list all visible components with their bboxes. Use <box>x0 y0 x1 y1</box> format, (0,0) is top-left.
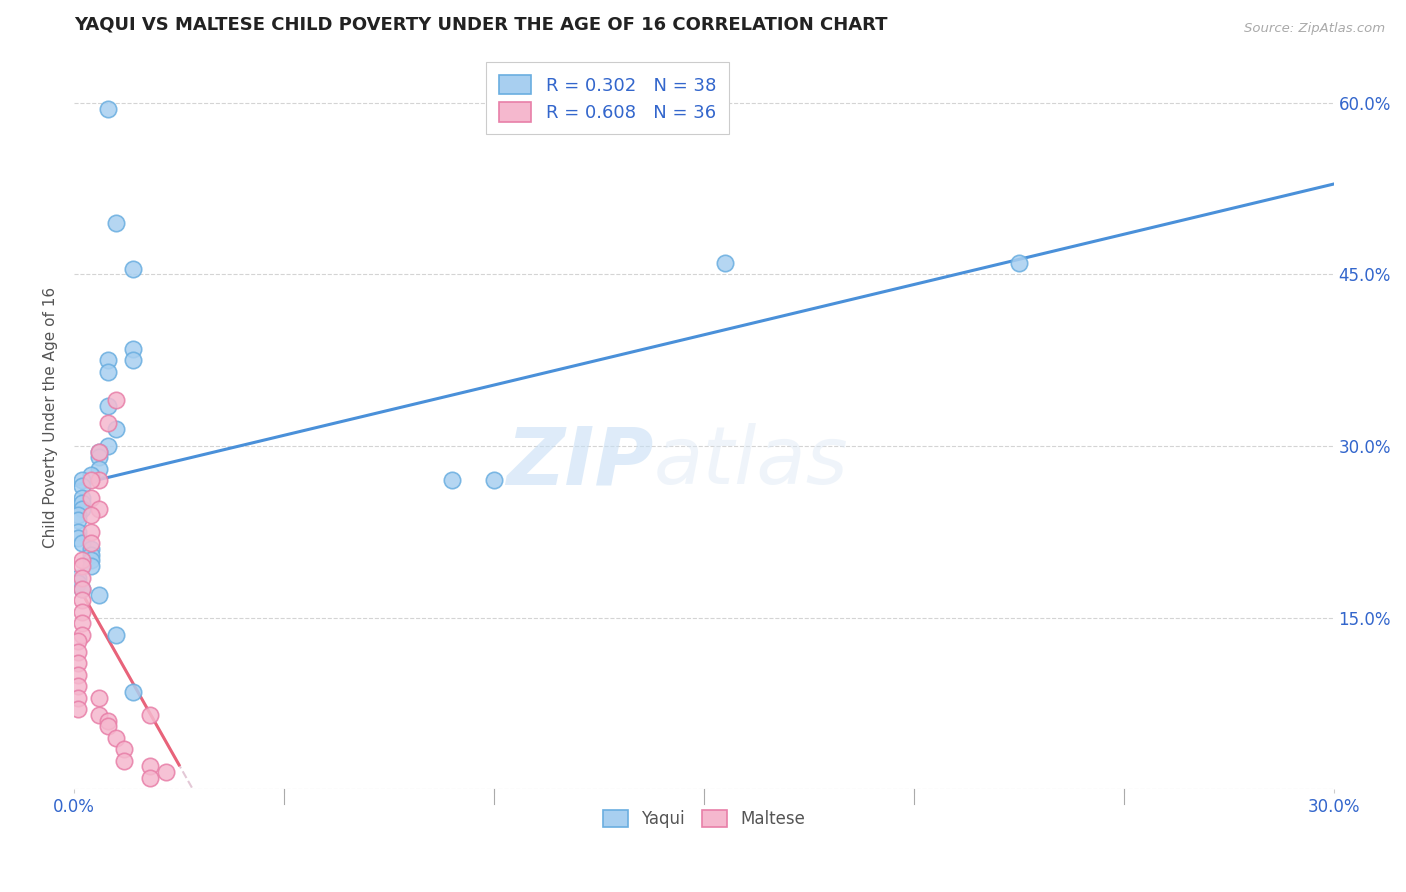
Point <box>72 479 94 493</box>
Point <box>80 491 103 505</box>
Point <box>80 541 103 556</box>
Legend: Yaqui, Maltese: Yaqui, Maltese <box>595 802 813 837</box>
Y-axis label: Child Poverty Under the Age of 16: Child Poverty Under the Age of 16 <box>44 287 58 548</box>
Point <box>72 496 94 510</box>
Point <box>72 616 94 631</box>
Point <box>67 633 90 648</box>
Point <box>97 353 120 368</box>
Point <box>89 444 111 458</box>
Point <box>67 524 90 539</box>
Point <box>72 502 94 516</box>
Point <box>89 707 111 722</box>
Point <box>105 628 128 642</box>
Point <box>67 668 90 682</box>
Point <box>114 742 136 756</box>
Point <box>72 582 94 596</box>
Point <box>89 588 111 602</box>
Point <box>1008 256 1031 270</box>
Point <box>80 524 103 539</box>
Point <box>122 342 145 356</box>
Point <box>97 439 120 453</box>
Point <box>97 416 120 430</box>
Point <box>89 450 111 465</box>
Point <box>67 690 90 705</box>
Point <box>80 559 103 574</box>
Point <box>67 702 90 716</box>
Point <box>105 216 128 230</box>
Point <box>105 422 128 436</box>
Point <box>97 102 120 116</box>
Point <box>89 502 111 516</box>
Point <box>67 679 90 693</box>
Point <box>67 513 90 527</box>
Point <box>67 576 90 591</box>
Point <box>80 536 103 550</box>
Point <box>105 731 128 745</box>
Point <box>440 474 463 488</box>
Point <box>105 393 128 408</box>
Point <box>89 474 111 488</box>
Text: YAQUI VS MALTESE CHILD POVERTY UNDER THE AGE OF 16 CORRELATION CHART: YAQUI VS MALTESE CHILD POVERTY UNDER THE… <box>75 15 887 33</box>
Point <box>122 685 145 699</box>
Point <box>97 399 120 413</box>
Point <box>72 593 94 607</box>
Point <box>72 536 94 550</box>
Point <box>89 444 111 458</box>
Point <box>72 491 94 505</box>
Point <box>89 690 111 705</box>
Point <box>714 256 737 270</box>
Point <box>482 474 505 488</box>
Point <box>138 707 160 722</box>
Point <box>80 508 103 522</box>
Point <box>80 467 103 482</box>
Point <box>122 353 145 368</box>
Point <box>72 559 94 574</box>
Point <box>80 548 103 562</box>
Point <box>72 628 94 642</box>
Point <box>67 508 90 522</box>
Point <box>97 719 120 733</box>
Point <box>155 765 177 780</box>
Point <box>122 261 145 276</box>
Text: atlas: atlas <box>654 423 848 501</box>
Point <box>89 462 111 476</box>
Text: ZIP: ZIP <box>506 423 654 501</box>
Text: Source: ZipAtlas.com: Source: ZipAtlas.com <box>1244 22 1385 36</box>
Point <box>72 474 94 488</box>
Point <box>80 474 103 488</box>
Point <box>67 531 90 545</box>
Point <box>80 553 103 567</box>
Point <box>72 553 94 567</box>
Point <box>97 365 120 379</box>
Point <box>138 771 160 785</box>
Point <box>97 714 120 728</box>
Point <box>72 582 94 596</box>
Point <box>72 571 94 585</box>
Point <box>114 754 136 768</box>
Point <box>67 571 90 585</box>
Point <box>138 759 160 773</box>
Point <box>67 657 90 671</box>
Point <box>72 605 94 619</box>
Point <box>67 645 90 659</box>
